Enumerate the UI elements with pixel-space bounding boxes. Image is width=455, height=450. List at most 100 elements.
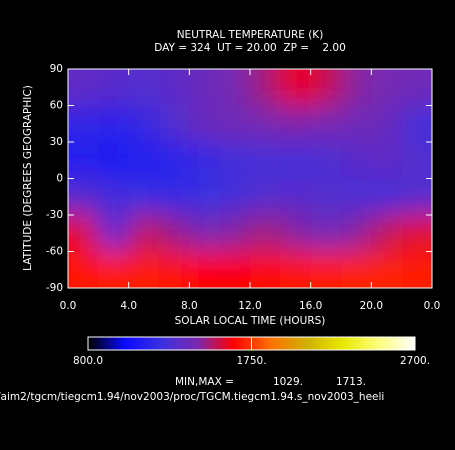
heat-cell [401, 105, 432, 143]
colorbar-swatch [171, 337, 173, 350]
heat-cell [401, 178, 432, 216]
colorbar-swatch [230, 337, 232, 350]
colorbar-swatch [269, 337, 271, 350]
colorbar-swatch [160, 337, 162, 350]
colorbar-swatch [119, 337, 121, 350]
colorbar-swatch [271, 337, 273, 350]
colorbar-swatch [216, 337, 218, 350]
colorbar-swatch [273, 337, 275, 350]
colorbar-tick-label: 2700. [400, 355, 430, 367]
colorbar-swatch [289, 337, 291, 350]
colorbar-swatch [151, 337, 153, 350]
colorbar-swatch [367, 337, 369, 350]
colorbar-swatch [239, 337, 241, 350]
colorbar-swatch [180, 337, 182, 350]
heat-cell [401, 215, 432, 252]
colorbar-swatch [158, 337, 160, 350]
colorbar-swatch [116, 337, 118, 350]
colorbar-swatch [256, 337, 258, 350]
colorbar-swatch [368, 337, 370, 350]
heat-cell [371, 251, 403, 288]
heat-cell [159, 69, 190, 106]
colorbar-swatch [240, 337, 242, 350]
colorbar-swatch [142, 337, 144, 350]
heat-cell [219, 178, 251, 216]
colorbar-swatch [205, 337, 207, 350]
chart-title: NEUTRAL TEMPERATURE (K) [177, 29, 324, 41]
colorbar-swatch [266, 337, 268, 350]
colorbar-swatch [305, 337, 307, 350]
colorbar-swatch [135, 337, 137, 350]
colorbar-swatch [121, 337, 123, 350]
colorbar-swatch [212, 337, 214, 350]
y-tick-label: -90 [46, 282, 63, 294]
heat-cell [310, 105, 342, 143]
heat-cell [280, 69, 312, 106]
colorbar-swatch [247, 337, 249, 350]
colorbar-swatch [351, 337, 353, 350]
colorbar-swatch [100, 337, 102, 350]
colorbar-swatch [327, 337, 329, 350]
colorbar-swatch [125, 337, 127, 350]
colorbar-swatch [397, 337, 399, 350]
colorbar-swatch [312, 337, 314, 350]
colorbar-swatch [255, 337, 257, 350]
colorbar-swatch [379, 337, 381, 350]
colorbar-swatch [270, 337, 272, 350]
colorbar-swatch [157, 337, 159, 350]
colorbar-swatch [186, 337, 188, 350]
colorbar-swatch [290, 337, 292, 350]
colorbar-swatch [259, 337, 261, 350]
heat-cell [219, 251, 251, 288]
colorbar-swatch [345, 337, 347, 350]
colorbar-swatch [288, 337, 290, 350]
colorbar-swatch [167, 337, 169, 350]
heat-cell [128, 142, 160, 179]
colorbar-swatch [333, 337, 335, 350]
colorbar-swatch [357, 337, 359, 350]
colorbar-swatch [365, 337, 367, 350]
colorbar-swatch [371, 337, 373, 350]
colorbar-swatch [146, 337, 148, 350]
colorbar-swatch [108, 337, 110, 350]
colorbar-swatch [309, 337, 311, 350]
heat-cell [310, 178, 342, 216]
colorbar-swatch [204, 337, 206, 350]
colorbar-swatch [401, 337, 403, 350]
colorbar-swatch [93, 337, 95, 350]
heat-cell [341, 215, 372, 252]
colorbar-swatch [354, 337, 356, 350]
heat-cell [98, 215, 130, 252]
colorbar-swatch [101, 337, 103, 350]
colorbar-swatch [299, 337, 301, 350]
colorbar-swatch [391, 337, 393, 350]
heat-cell [310, 215, 342, 252]
colorbar-swatch [109, 337, 111, 350]
colorbar-swatch [175, 337, 177, 350]
colorbar-swatch [103, 337, 105, 350]
heat-cell [128, 105, 160, 143]
heat-cell [68, 178, 99, 216]
colorbar-swatch [145, 337, 147, 350]
colorbar-swatch [334, 337, 336, 350]
colorbar-swatch [396, 337, 398, 350]
heat-cell [280, 142, 312, 179]
colorbar-swatch [385, 337, 387, 350]
heat-cell [371, 105, 403, 143]
colorbar-swatch [176, 337, 178, 350]
heat-cell [189, 251, 221, 288]
colorbar-swatch [383, 337, 385, 350]
heat-cell [159, 178, 190, 216]
colorbar-swatch [89, 337, 91, 350]
colorbar-swatch [147, 337, 149, 350]
colorbar-tick-label: 1750. [236, 355, 266, 367]
colorbar-swatch [286, 337, 288, 350]
colorbar-swatch [126, 337, 128, 350]
colorbar-swatch [122, 337, 124, 350]
colorbar-swatch [115, 337, 117, 350]
colorbar-swatch [262, 337, 264, 350]
colorbar-swatch [278, 337, 280, 350]
heat-cell [280, 251, 312, 288]
colorbar-swatch [387, 337, 389, 350]
x-tick-label: 12.0 [238, 300, 261, 312]
